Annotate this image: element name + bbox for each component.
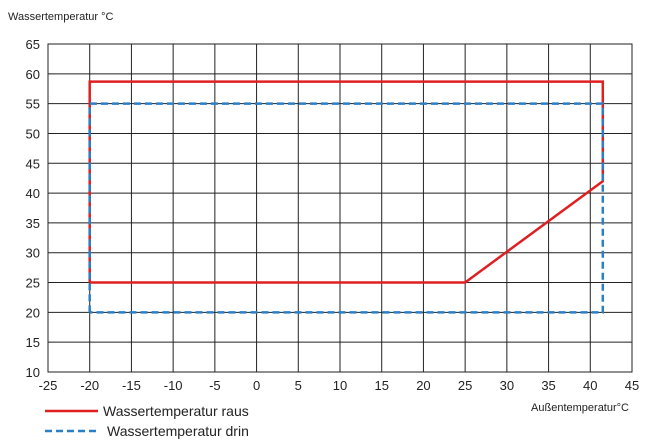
x-tick-label: 15 [374,378,388,393]
y-tick-label: 60 [26,67,40,82]
x-tick-label: 5 [295,378,302,393]
x-tick-label: -5 [209,378,221,393]
series-line-2 [88,102,605,314]
x-tick-label: 30 [500,378,514,393]
x-tick-labels: -25 -20 -15 -10 -5 0 5 10 15 20 25 30 35 40 45 [39,378,640,393]
plot-frame [47,43,633,373]
y-tick-label: 35 [26,216,40,231]
y-tick-label: 15 [26,335,40,350]
x-axis-title: Außentemperatur°C [531,402,629,414]
x-tick-label: 10 [333,378,347,393]
y-tick-label: 50 [26,126,40,141]
x-tick-label: -15 [122,378,141,393]
legend: Wassertemperatur raus Wassertemperatur dr… [45,403,249,439]
grid [47,43,633,373]
legend-label-2: Wassertemperatur drin [107,423,249,439]
y-tick-label: 55 [26,97,40,112]
y-tick-labels: 10 15 20 25 30 35 40 45 50 55 60 65 [26,37,40,380]
y-axis-title: Wassertemperatur °C [8,11,114,23]
x-tick-label: -20 [80,378,99,393]
x-tick-label: 25 [458,378,472,393]
x-tick-label: -10 [164,378,183,393]
x-tick-label: 20 [416,378,430,393]
x-tick-label: 35 [541,378,555,393]
x-tick-label: 40 [583,378,597,393]
x-tick-label: -25 [39,378,58,393]
y-tick-label: 45 [26,156,40,171]
y-tick-label: 40 [26,186,40,201]
y-tick-label: 25 [26,276,40,291]
y-tick-label: 30 [26,246,40,261]
x-tick-label: 45 [625,378,639,393]
y-tick-label: 10 [26,365,40,380]
legend-label-1: Wassertemperatur raus [103,403,249,419]
series-layer [88,80,605,314]
x-tick-label: 0 [253,378,260,393]
y-tick-label: 65 [26,37,40,52]
y-tick-label: 20 [26,305,40,320]
